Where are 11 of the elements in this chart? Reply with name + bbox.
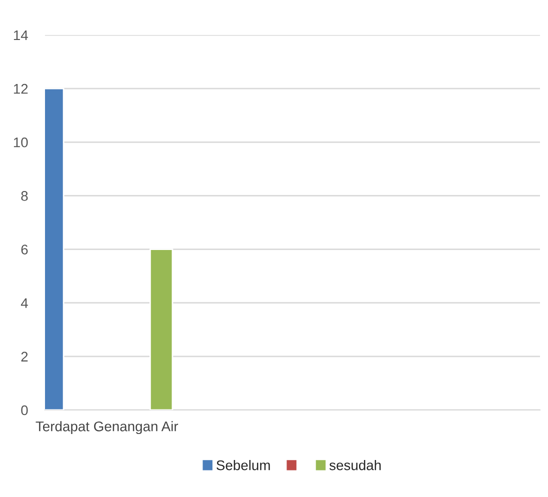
- y-tick-label: 8: [21, 191, 28, 201]
- legend-label: sesudah: [329, 460, 381, 470]
- y-tick-label: 0: [21, 405, 28, 416]
- y-tick-label: 6: [21, 244, 28, 254]
- y-tick-label: 12: [14, 84, 28, 94]
- y-tick-label: 10: [14, 137, 28, 148]
- y-tick-label: 14: [14, 30, 28, 40]
- x-tick-label: Terdapat Genangan Air: [36, 421, 178, 434]
- legend-label: Sebelum: [216, 460, 270, 470]
- y-tick-label: 4: [20, 298, 28, 308]
- y-tick-label: 2: [21, 352, 28, 362]
